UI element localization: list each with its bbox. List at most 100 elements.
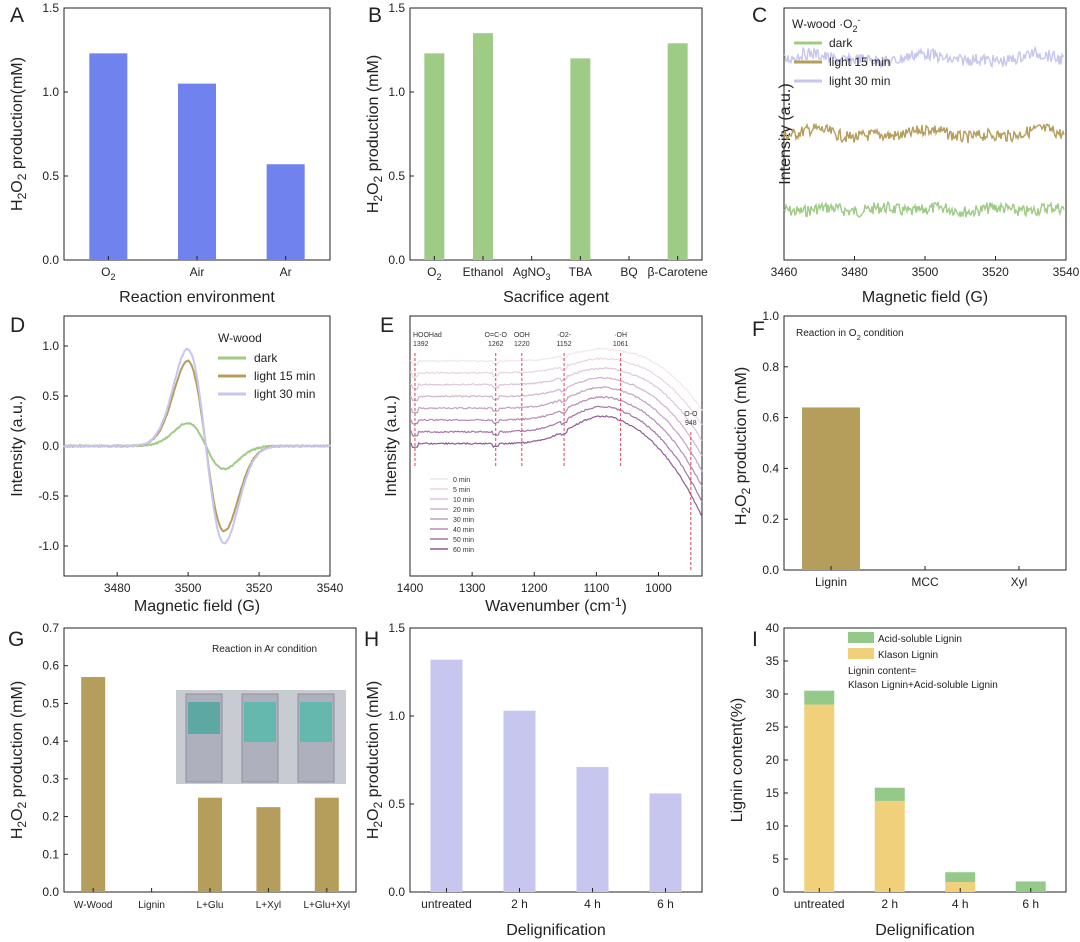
y-tick-label: 1.0	[388, 85, 405, 99]
bar-segment-Klason-Lignin	[945, 882, 976, 892]
y-tick-label: 0.6	[762, 411, 779, 425]
esr-line-light-15-min	[783, 122, 1065, 144]
y-tick-label: 1.0	[388, 709, 405, 723]
panel-label-D: D	[10, 314, 25, 337]
x-tick-label: 2 h	[881, 897, 898, 911]
x-tick-label: O2	[427, 265, 441, 282]
y-axis-title: H2O2 production (mM)	[365, 681, 385, 839]
bar-segment-Acid-soluble-Lignin	[945, 872, 976, 883]
ftir-line-60-min	[409, 414, 703, 517]
x-tick-label: 3500	[912, 265, 939, 279]
y-tick-label: 0.4	[42, 734, 59, 748]
y-tick-label: 0.7	[42, 621, 59, 635]
x-tick-label: MCC	[911, 575, 939, 589]
x-tick-label: 4 h	[584, 897, 601, 911]
y-tick-label: 1.5	[388, 621, 405, 635]
legend-swatch	[848, 632, 874, 643]
y-tick-label: 0.0	[762, 563, 779, 577]
bar-G	[198, 797, 222, 892]
y-tick-label: 0.5	[42, 696, 59, 710]
bar-segment-Acid-soluble-Lignin	[804, 690, 835, 705]
x-tick-label: W-Wood	[74, 900, 113, 911]
ftir-line-20-min	[409, 376, 703, 456]
legend-label: light 15 min	[829, 55, 890, 69]
bar-B	[473, 33, 493, 261]
annotation-wavenumber: 1392	[413, 341, 429, 348]
legend-note: Klason Lignin+Acid-soluble Lignin	[848, 680, 998, 691]
y-axis-title: H2O2 production (mM)	[9, 681, 29, 839]
ftir-line-30-min	[409, 386, 703, 472]
legend-label: Klason Lignin	[878, 650, 938, 661]
annotation-label: OOH	[514, 332, 530, 339]
panel-label-A: A	[10, 4, 24, 27]
vial-liquid	[188, 702, 220, 734]
bar-A	[178, 83, 216, 260]
y-tick-label: 0.2	[762, 512, 779, 526]
x-tick-label: 3540	[317, 581, 344, 595]
bar-A	[89, 53, 128, 260]
ftir-line-40-min	[409, 395, 703, 487]
y-tick-label: 15	[766, 786, 780, 800]
bar-B	[570, 58, 591, 261]
inset-vials-photo	[176, 690, 346, 784]
y-tick-label: 10	[766, 819, 780, 833]
legend-label: 30 min	[453, 517, 474, 524]
ftir-line-50-min	[409, 405, 703, 503]
annotation-wavenumber: 1152	[557, 341, 572, 348]
y-axis-title: H2O2 production(mM)	[9, 57, 29, 211]
legend-title: W-wood ·O2-	[792, 15, 860, 34]
legend-label: 50 min	[453, 537, 474, 544]
panel-label-C: C	[752, 4, 767, 27]
y-axis-title: H2O2 production (mM)	[733, 367, 753, 525]
x-tick-label: β-Carotene	[648, 265, 709, 279]
x-tick-label: Xyl	[1011, 575, 1028, 589]
bar-segment-Klason-Lignin	[804, 704, 835, 892]
legend-label: 5 min	[453, 487, 470, 494]
y-tick-label: 25	[766, 720, 780, 734]
x-tick-label: 3480	[104, 581, 131, 595]
bar-B	[667, 43, 688, 260]
bar-segment-Acid-soluble-Lignin	[874, 787, 905, 801]
plot-frame-E	[409, 315, 703, 577]
panel-label-F: F	[752, 318, 765, 341]
y-axis-title: Intensity (a.u.)	[9, 395, 26, 496]
bar-B	[424, 53, 445, 260]
x-tick-label: L+Glu+Xyl	[303, 900, 350, 911]
y-tick-label: 0.4	[762, 461, 779, 475]
vial-liquid	[244, 702, 276, 742]
vial-liquid	[300, 702, 332, 742]
legend-note: Lignin content=	[848, 666, 916, 677]
bar-A	[266, 164, 305, 260]
x-tick-label: L+Xyl	[256, 900, 281, 911]
y-tick-label: 1.5	[42, 1, 59, 15]
annotation-label: ·O2-	[557, 332, 572, 339]
x-tick-label: BQ	[620, 265, 637, 279]
y-tick-label: 1.5	[388, 1, 405, 15]
x-tick-label: Lignin	[138, 900, 165, 911]
y-tick-label: 30	[766, 687, 780, 701]
x-axis-title: Reaction environment	[119, 289, 275, 306]
legend-label: 20 min	[453, 507, 474, 514]
x-tick-label: AgNO3	[513, 265, 551, 282]
legend-label: Acid-soluble Lignin	[878, 634, 962, 645]
annotation-wavenumber: 1061	[613, 341, 629, 348]
legend-title: W-wood	[218, 331, 262, 345]
esr-line-light-30-min	[783, 45, 1065, 70]
x-tick-label: 3460	[771, 265, 798, 279]
panel-label-H: H	[364, 628, 379, 651]
x-axis-title: Magnetic field (G)	[134, 598, 260, 615]
y-tick-label: 1.0	[42, 339, 59, 353]
legend-label: light 30 min	[254, 387, 315, 401]
x-tick-label: TBA	[569, 265, 592, 279]
x-tick-label: 3540	[1053, 265, 1080, 279]
bar-segment-Acid-soluble-Lignin	[1015, 881, 1046, 892]
y-axis-title: Lignin content(%)	[729, 698, 746, 823]
chart-title: Reaction in Ar condition	[212, 644, 317, 655]
y-tick-label: -1.0	[38, 539, 59, 553]
x-tick-label: Ethanol	[463, 265, 504, 279]
y-tick-label: 0.5	[42, 389, 59, 403]
y-tick-label: 0	[772, 885, 779, 899]
panel-label-G: G	[8, 628, 24, 651]
y-tick-label: 0.2	[42, 810, 59, 824]
